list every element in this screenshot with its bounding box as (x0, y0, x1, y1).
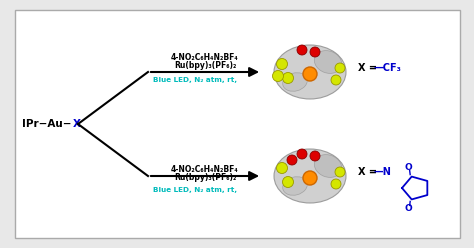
Text: 4-NO₂C₆H₄N₂BF₄: 4-NO₂C₆H₄N₂BF₄ (171, 54, 239, 62)
Ellipse shape (314, 51, 342, 73)
Circle shape (276, 162, 288, 174)
Text: IPr−Au−: IPr−Au− (22, 119, 72, 129)
Text: 4-NO₂C₆H₄N₂BF₄: 4-NO₂C₆H₄N₂BF₄ (171, 165, 239, 175)
Text: X =: X = (358, 63, 380, 73)
Text: —CF₃: —CF₃ (374, 63, 402, 73)
Circle shape (303, 171, 317, 185)
Circle shape (276, 59, 288, 69)
Text: Blue LED, N₂ atm, rt,: Blue LED, N₂ atm, rt, (153, 187, 237, 193)
Circle shape (310, 47, 320, 57)
Circle shape (335, 167, 345, 177)
Circle shape (331, 179, 341, 189)
Circle shape (297, 45, 307, 55)
Circle shape (335, 63, 345, 73)
Ellipse shape (283, 73, 307, 91)
Text: Ru(bpy)₃(PF₆)₂: Ru(bpy)₃(PF₆)₂ (174, 173, 236, 182)
Ellipse shape (274, 149, 346, 203)
Circle shape (303, 67, 317, 81)
Text: Blue LED, N₂ atm, rt,: Blue LED, N₂ atm, rt, (153, 77, 237, 83)
Circle shape (273, 70, 283, 82)
Circle shape (287, 155, 297, 165)
Text: Ru(bpy)₃(PF₆)₂: Ru(bpy)₃(PF₆)₂ (174, 61, 236, 69)
Ellipse shape (314, 155, 342, 177)
Circle shape (283, 72, 293, 84)
Circle shape (331, 75, 341, 85)
Circle shape (283, 177, 293, 187)
Text: O: O (405, 204, 412, 213)
Text: X: X (73, 119, 81, 129)
Ellipse shape (274, 45, 346, 99)
Text: —N: —N (374, 167, 392, 177)
Circle shape (310, 151, 320, 161)
Ellipse shape (283, 177, 307, 195)
Text: X =: X = (358, 167, 380, 177)
FancyBboxPatch shape (15, 10, 460, 238)
Text: O: O (405, 163, 412, 172)
Circle shape (297, 149, 307, 159)
